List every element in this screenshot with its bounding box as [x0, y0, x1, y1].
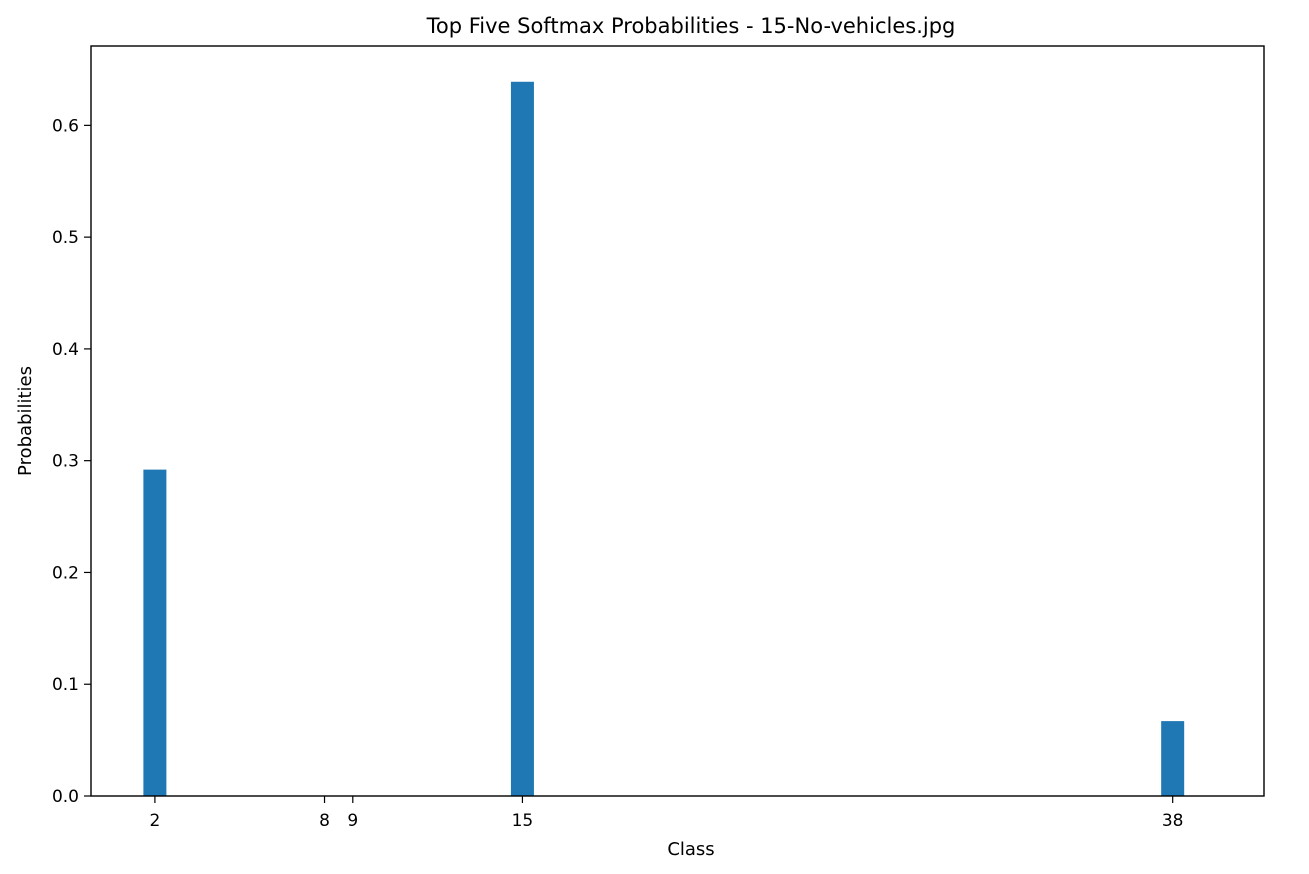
y-tick-label: 0.0 — [52, 787, 79, 807]
bars-group — [143, 81, 1185, 796]
y-tick-label: 0.2 — [52, 563, 79, 583]
x-tick-label: 38 — [1162, 811, 1184, 831]
y-tick-label: 0.4 — [52, 340, 79, 360]
x-axis: 2 8 9 15 38 — [149, 796, 1184, 831]
y-tick-label: 0.1 — [52, 675, 79, 695]
x-axis-label: Class — [667, 839, 714, 860]
bar-class-38 — [1161, 721, 1185, 796]
y-axis: 0.0 0.1 0.2 0.3 0.4 0.5 0.6 — [52, 116, 91, 807]
y-tick-label: 0.5 — [52, 228, 79, 248]
bar-class-15 — [510, 81, 534, 796]
x-tick-label: 9 — [347, 811, 358, 831]
x-tick-label: 2 — [149, 811, 160, 831]
y-axis-label: Probabilities — [15, 366, 36, 476]
x-tick-label: 15 — [512, 811, 534, 831]
x-tick-label: 8 — [319, 811, 330, 831]
y-tick-label: 0.6 — [52, 116, 79, 136]
chart-title: Top Five Softmax Probabilities - 15-No-v… — [426, 14, 956, 38]
y-tick-label: 0.3 — [52, 452, 79, 472]
plot-frame — [90, 45, 1265, 797]
bar-class-2 — [143, 469, 167, 796]
